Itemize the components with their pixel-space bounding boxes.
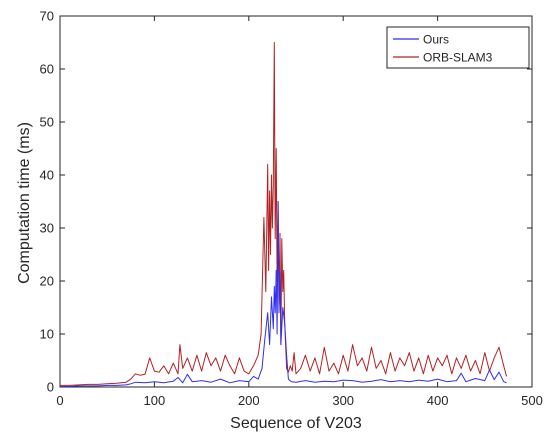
- legend: Ours ORB-SLAM3: [386, 26, 530, 69]
- legend-label: Ours: [423, 33, 449, 47]
- y-tick-label: 40: [40, 168, 54, 183]
- y-axis-title: Computation time (ms): [16, 122, 33, 284]
- x-tick-label: 400: [427, 393, 449, 408]
- y-tick-label: 20: [40, 274, 54, 289]
- legend-label: ORB-SLAM3: [423, 51, 493, 65]
- y-tick-label: 70: [40, 9, 54, 24]
- legend-box: [386, 26, 530, 69]
- series-line-ours: [60, 201, 507, 387]
- x-tick-label: 100: [144, 393, 166, 408]
- y-tick-label: 10: [40, 327, 54, 342]
- x-tick-label: 300: [332, 393, 354, 408]
- series-layer: [60, 42, 507, 387]
- series-line-orb-slam3: [60, 42, 507, 386]
- y-tick-label: 0: [47, 380, 54, 395]
- x-tick-label: 200: [238, 393, 260, 408]
- y-tick-label: 50: [40, 115, 54, 130]
- y-tick-label: 30: [40, 221, 54, 236]
- x-tick-label: 0: [56, 393, 63, 408]
- x-axis-title: Sequence of V203: [230, 415, 362, 432]
- y-tick-label: 60: [40, 62, 54, 77]
- x-tick-label: 500: [521, 393, 543, 408]
- plot-frame: [59, 15, 533, 388]
